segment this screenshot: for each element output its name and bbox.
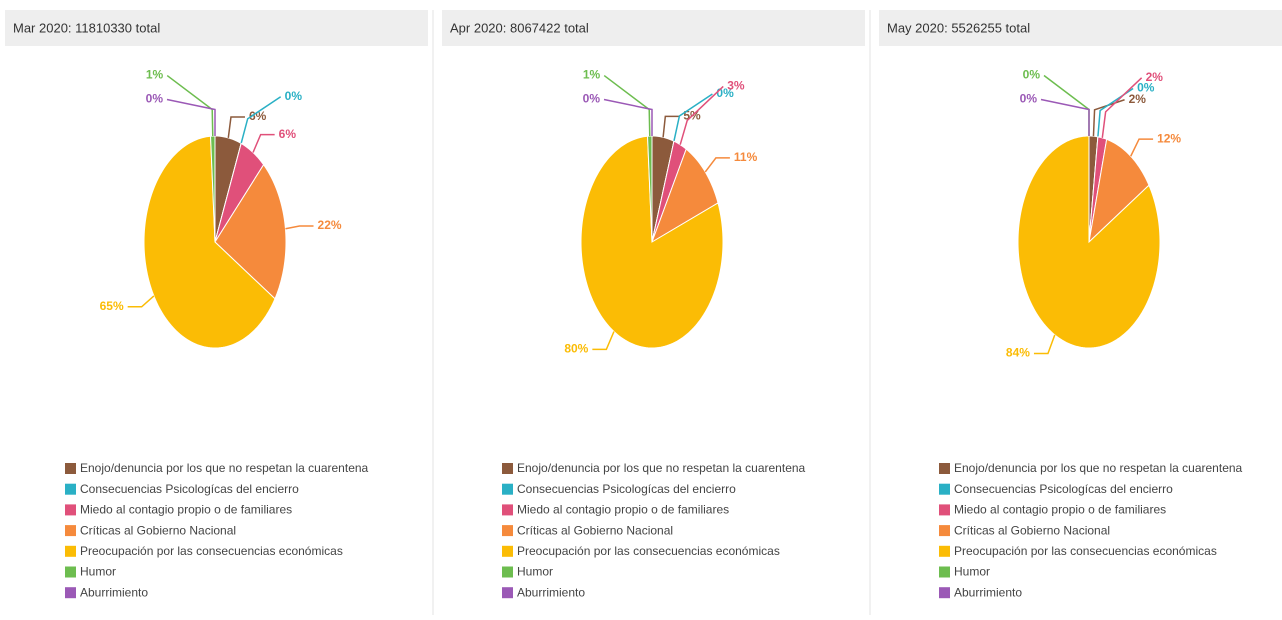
legend-label: Consecuencias Psicologícas del encierro bbox=[80, 482, 299, 496]
leader-line bbox=[679, 85, 724, 145]
legend-label: Críticas al Gobierno Nacional bbox=[517, 523, 673, 537]
slice-label: 6% bbox=[279, 127, 297, 141]
legend-swatch bbox=[65, 525, 76, 537]
legend-swatch bbox=[65, 483, 76, 495]
legend-swatch bbox=[502, 545, 513, 557]
leader-line bbox=[662, 115, 680, 138]
legend-label: Enojo/denuncia por los que no respetan l… bbox=[80, 461, 369, 475]
slice-label: 1% bbox=[583, 68, 601, 82]
leader-line bbox=[1101, 77, 1143, 138]
legend-swatch bbox=[939, 463, 950, 474]
slice-label: 0% bbox=[1023, 68, 1041, 82]
slice-label: 1% bbox=[146, 68, 164, 82]
legend-label: Humor bbox=[517, 565, 553, 579]
panel-title: Apr 2020: 8067422 total bbox=[450, 20, 589, 35]
legend-label: Críticas al Gobierno Nacional bbox=[954, 523, 1110, 537]
leader-line bbox=[285, 225, 314, 230]
pie-slice bbox=[651, 140, 687, 243]
slice-label: 84% bbox=[1006, 346, 1030, 360]
slice-label: 0% bbox=[146, 92, 164, 106]
leader-line bbox=[592, 331, 615, 351]
legend-swatch bbox=[65, 504, 76, 516]
panel-header bbox=[879, 10, 1282, 46]
leader-line bbox=[252, 133, 275, 153]
leader-line bbox=[166, 74, 214, 137]
leader-line bbox=[704, 157, 730, 173]
legend-label: Humor bbox=[954, 565, 990, 579]
leader-line bbox=[227, 116, 245, 138]
legend-label: Consecuencias Psicologícas del encierro bbox=[954, 482, 1173, 496]
legend-label: Críticas al Gobierno Nacional bbox=[80, 523, 236, 537]
legend-label: Preocupación por las consecuencias econó… bbox=[954, 544, 1217, 558]
legend-swatch bbox=[65, 587, 76, 599]
legend-label: Aburrimiento bbox=[517, 585, 585, 599]
slice-label: 0% bbox=[1020, 92, 1038, 106]
legend-swatch bbox=[502, 483, 513, 495]
legend-swatch bbox=[502, 463, 513, 474]
legend-label: Consecuencias Psicologícas del encierro bbox=[517, 482, 736, 496]
leader-line bbox=[1040, 98, 1090, 136]
pie-slice bbox=[580, 135, 724, 349]
legend-swatch bbox=[939, 525, 950, 537]
legend-label: Miedo al contagio propio o de familiares bbox=[517, 503, 729, 517]
legend-label: Enojo/denuncia por los que no respetan l… bbox=[517, 461, 806, 475]
pie-slice bbox=[143, 135, 276, 349]
slice-label: 2% bbox=[1146, 70, 1164, 84]
leader-line bbox=[1130, 138, 1154, 157]
leader-line bbox=[1033, 334, 1056, 355]
legend-label: Enojo/denuncia por los que no respetan l… bbox=[954, 461, 1243, 475]
legend-swatch bbox=[939, 483, 950, 495]
leader-line bbox=[1043, 74, 1090, 136]
slice-label: 2% bbox=[1129, 92, 1147, 106]
legend-label: Miedo al contagio propio o de familiares bbox=[80, 503, 292, 517]
slice-label: 3% bbox=[727, 79, 745, 93]
leader-line bbox=[127, 295, 155, 308]
leader-line bbox=[240, 96, 282, 144]
legend-swatch bbox=[502, 504, 513, 516]
legend-label: Aburrimiento bbox=[80, 585, 148, 599]
panel-header bbox=[5, 10, 428, 46]
legend-label: Miedo al contagio propio o de familiares bbox=[954, 503, 1166, 517]
legend-swatch bbox=[65, 545, 76, 557]
pie-slice bbox=[214, 142, 265, 243]
panel-title: May 2020: 5526255 total bbox=[887, 20, 1030, 35]
slice-label: 11% bbox=[734, 150, 758, 164]
panel-header bbox=[442, 10, 865, 46]
slice-label: 65% bbox=[100, 299, 124, 313]
legend-swatch bbox=[939, 545, 950, 557]
slice-label: 80% bbox=[564, 342, 588, 356]
slice-label: 6% bbox=[249, 109, 267, 123]
slice-label: 12% bbox=[1157, 131, 1181, 145]
leader-line bbox=[603, 74, 651, 137]
pie-slice bbox=[214, 163, 287, 300]
legend-swatch bbox=[502, 525, 513, 537]
leader-line bbox=[166, 98, 216, 136]
leader-line bbox=[603, 98, 653, 136]
slice-label: 22% bbox=[318, 218, 342, 232]
legend-swatch bbox=[939, 587, 950, 599]
slice-label: 0% bbox=[583, 92, 601, 106]
legend-swatch bbox=[502, 587, 513, 599]
slice-label: 0% bbox=[1137, 81, 1155, 95]
leader-line bbox=[673, 93, 713, 142]
legend-swatch bbox=[502, 566, 513, 578]
legend-swatch bbox=[65, 566, 76, 578]
legend-swatch bbox=[939, 566, 950, 578]
legend-label: Humor bbox=[80, 565, 116, 579]
slice-label: 0% bbox=[285, 89, 303, 103]
legend-label: Preocupación por las consecuencias econó… bbox=[517, 544, 780, 558]
legend-label: Aburrimiento bbox=[954, 585, 1022, 599]
legend-swatch bbox=[939, 504, 950, 516]
panel-title: Mar 2020: 11810330 total bbox=[13, 20, 160, 35]
legend-label: Preocupación por las consecuencias econó… bbox=[80, 544, 343, 558]
legend-swatch bbox=[65, 463, 76, 474]
